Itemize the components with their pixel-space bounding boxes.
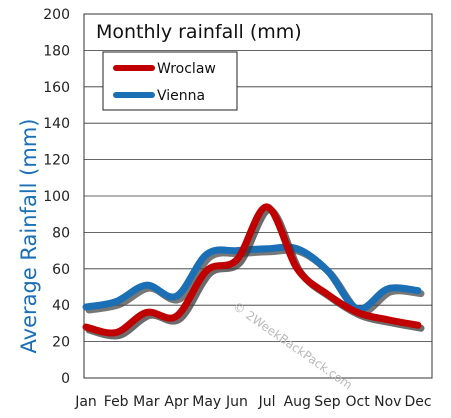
x-tick-label: Aug [284,394,311,410]
legend-box [102,51,238,111]
y-tick-label: 120 [43,153,70,169]
legend-label-wroclaw: Wroclaw [157,61,216,77]
x-tick-label: Mar [133,394,160,410]
y-tick-label: 140 [43,116,70,132]
x-tick-label: Apr [164,394,188,410]
y-tick-label: 20 [52,335,70,351]
chart-title: Monthly rainfall (mm) [96,21,302,43]
legend-label-vienna: Vienna [157,88,205,104]
series-line-wroclaw [82,203,422,337]
legend: Wroclaw Vienna [102,51,238,111]
y-tick-label: 180 [43,43,70,59]
x-tick-label: Nov [374,394,401,410]
x-tick-label: Jan [74,394,97,410]
series-line-vienna [82,243,422,313]
y-tick-label: 80 [52,225,70,241]
y-tick-label: 160 [43,80,70,96]
x-tick-label: Feb [104,394,129,410]
y-tick-label: 60 [52,262,70,278]
x-tick-label: Jul [258,394,276,410]
grid-lines [84,50,432,343]
y-tick-labels: 0 20 40 60 80 100 120 140 160 180 200 [43,7,70,387]
x-tick-label: May [192,394,221,410]
y-tick-label: 0 [61,371,70,387]
y-tick-label: 40 [52,298,70,314]
y-tick-label: 100 [43,189,70,205]
x-tick-label: Sep [314,394,341,410]
x-tick-labels: Jan Feb Mar Apr May Jun Jul Aug Sep Oct Nov Dec [74,394,431,410]
x-tick-label: Jun [225,394,248,410]
x-tick-label: Dec [404,394,431,410]
y-tick-label: 200 [43,7,70,23]
y-axis-label: Average Rainfall (mm) [17,119,41,354]
series-lines [82,203,425,340]
x-tick-label: Oct [346,394,371,410]
